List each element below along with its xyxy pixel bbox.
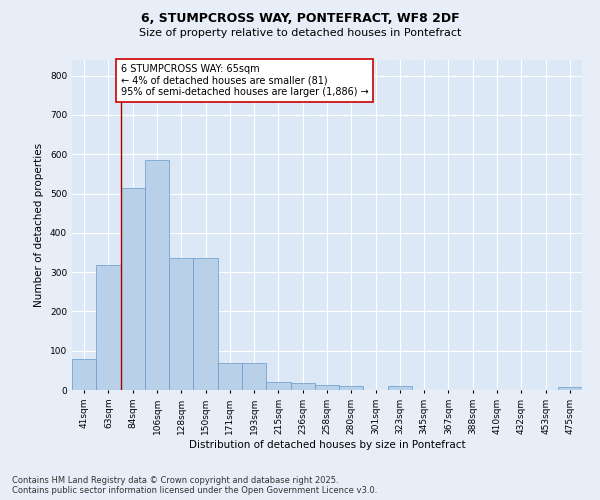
- Bar: [193, 258, 218, 390]
- Y-axis label: Number of detached properties: Number of detached properties: [34, 143, 44, 307]
- Bar: [388, 386, 412, 390]
- Bar: [121, 188, 145, 390]
- Text: 6, STUMPCROSS WAY, PONTEFRACT, WF8 2DF: 6, STUMPCROSS WAY, PONTEFRACT, WF8 2DF: [140, 12, 460, 26]
- Bar: [339, 386, 364, 390]
- Bar: [145, 160, 169, 390]
- Bar: [290, 383, 315, 390]
- Text: Contains HM Land Registry data © Crown copyright and database right 2025.
Contai: Contains HM Land Registry data © Crown c…: [12, 476, 377, 495]
- Bar: [218, 364, 242, 390]
- Bar: [558, 387, 582, 390]
- Text: Size of property relative to detached houses in Pontefract: Size of property relative to detached ho…: [139, 28, 461, 38]
- Bar: [72, 358, 96, 390]
- X-axis label: Distribution of detached houses by size in Pontefract: Distribution of detached houses by size …: [188, 440, 466, 450]
- Bar: [266, 382, 290, 390]
- Bar: [315, 384, 339, 390]
- Text: 6 STUMPCROSS WAY: 65sqm
← 4% of detached houses are smaller (81)
95% of semi-det: 6 STUMPCROSS WAY: 65sqm ← 4% of detached…: [121, 64, 368, 97]
- Bar: [169, 258, 193, 390]
- Bar: [242, 364, 266, 390]
- Bar: [96, 265, 121, 390]
